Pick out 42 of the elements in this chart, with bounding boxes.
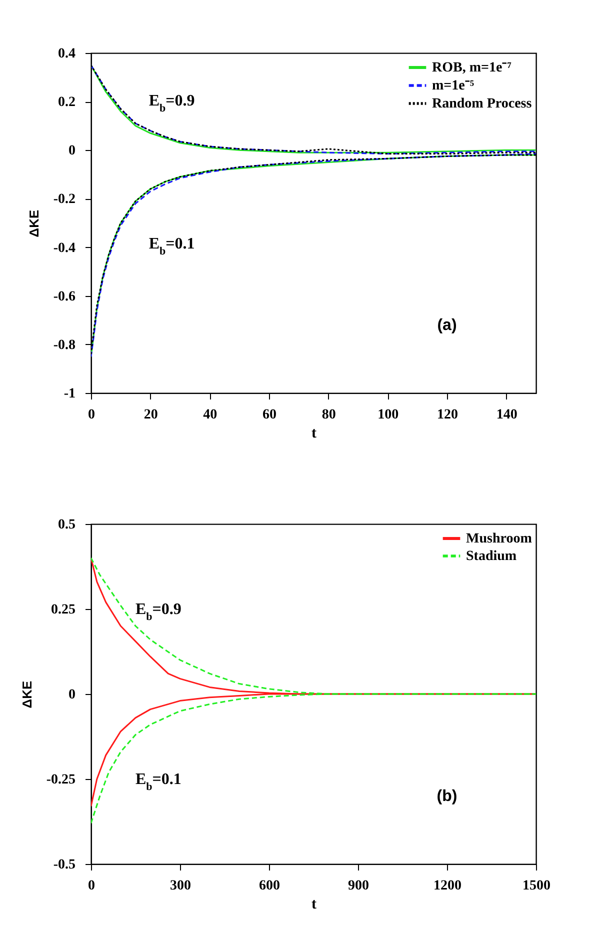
x-tick-label: 1500	[522, 878, 550, 894]
x-tick-label: 0	[88, 408, 95, 422]
x-axis-title: t	[312, 896, 316, 912]
y-axis-title: ΔKE	[26, 209, 42, 238]
x-tick-label: 80	[322, 408, 336, 422]
x-tick-label: 20	[144, 408, 158, 422]
y-tick-label: 0.2	[58, 95, 76, 110]
x-tick-label: 60	[262, 408, 276, 422]
x-tick-label: 300	[170, 878, 191, 894]
x-axis-title: t	[312, 426, 316, 442]
y-tick-label: 0.25	[51, 602, 76, 618]
annotation: E$_{b}$=0.9	[148, 92, 195, 115]
legend-label: Mushroom	[466, 532, 532, 546]
annotation: E$_{b}$=0.1	[148, 235, 195, 258]
x-tick-label: 100	[378, 408, 399, 422]
y-tick-label: -0.2	[53, 192, 76, 208]
y-axis-title: ΔKE	[19, 680, 34, 708]
x-tick-label: 900	[348, 878, 369, 894]
x-tick-label: 0	[88, 878, 95, 894]
legend-label: ROB, m=1e⁻⁷	[432, 60, 512, 76]
y-tick-label: -0.8	[53, 338, 76, 353]
annotation: (a)	[437, 317, 457, 334]
legend-label: m=1e⁻⁵	[432, 78, 474, 94]
y-tick-label: -1	[64, 386, 76, 402]
annotation: E$_{b}$=0.9	[136, 601, 182, 623]
annotation: E$_{b}$=0.1	[136, 771, 182, 793]
y-tick-label: 0.5	[58, 518, 76, 532]
y-tick-label: 0	[68, 688, 76, 702]
y-tick-label: 0	[68, 144, 76, 159]
annotation: (b)	[436, 788, 458, 805]
y-tick-label: -0.4	[53, 240, 76, 256]
y-tick-label: -0.5	[53, 858, 76, 872]
y-tick-label: 0.4	[58, 46, 76, 62]
x-tick-label: 40	[203, 408, 218, 422]
x-tick-label: 140	[496, 408, 518, 422]
x-tick-label: 120	[437, 408, 458, 422]
x-tick-label: 1200	[434, 878, 462, 894]
y-tick-label: -0.6	[53, 289, 76, 304]
legend-label: Stadium	[466, 549, 517, 564]
x-tick-label: 600	[259, 878, 280, 894]
y-tick-label: -0.25	[46, 772, 76, 788]
legend-label: Random Process	[432, 96, 532, 112]
